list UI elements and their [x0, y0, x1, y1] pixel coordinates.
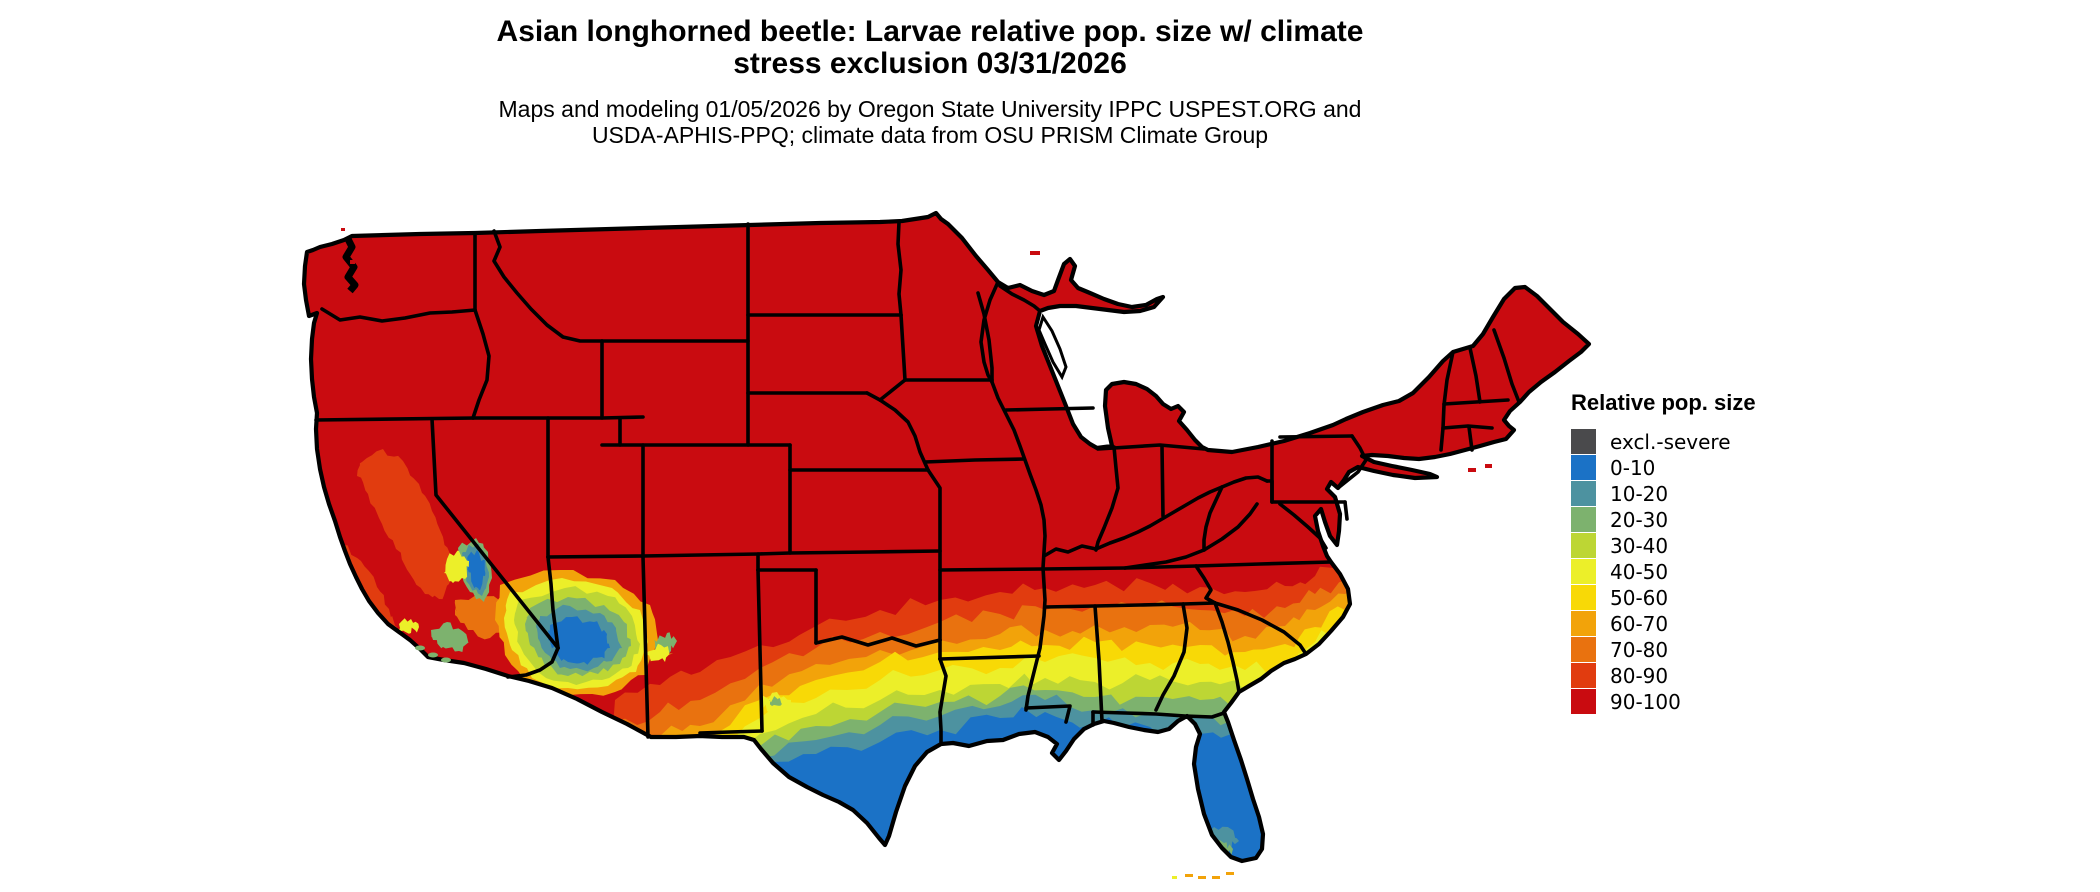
legend-label: 90-100	[1610, 689, 1681, 714]
legend-label: 0-10	[1610, 455, 1656, 480]
legend-swatch	[1571, 481, 1596, 506]
legend-swatch	[1571, 585, 1596, 610]
legend-item: 40-50	[1571, 559, 1756, 584]
legend-label: 70-80	[1610, 637, 1669, 662]
channel-island	[428, 652, 438, 658]
us-outline	[301, 210, 1592, 864]
state-borders	[314, 220, 1521, 744]
legend-item: 90-100	[1571, 689, 1756, 714]
legend-item: excl.-severe	[1571, 429, 1756, 454]
legend-swatch	[1571, 507, 1596, 532]
legend-item: 10-20	[1571, 481, 1756, 506]
header: Asian longhorned beetle: Larvae relative…	[230, 16, 1630, 149]
legend-swatch	[1571, 637, 1596, 662]
legend-item: 60-70	[1571, 611, 1756, 636]
florida-key	[1172, 876, 1177, 879]
florida-key	[1212, 876, 1220, 879]
florida-key	[1198, 876, 1206, 879]
map-title: Asian longhorned beetle: Larvae relative…	[230, 16, 1630, 80]
legend-rows: excl.-severe 0-10 10-20 20-30 30-40 40-50 50-6…	[1571, 429, 1756, 714]
land-fill	[304, 213, 1589, 861]
legend-label: 50-60	[1610, 585, 1669, 610]
legend-swatch	[1571, 429, 1596, 454]
green-bay-inlet	[1037, 313, 1068, 381]
florida-key	[1226, 872, 1234, 875]
channel-island	[415, 645, 425, 651]
isle-royale	[1030, 251, 1040, 255]
san-juan-island	[341, 228, 345, 231]
map-title-line1: Asian longhorned beetle: Larvae relative…	[496, 15, 1364, 48]
legend-item: 30-40	[1571, 533, 1756, 558]
legend-item: 80-90	[1571, 663, 1756, 688]
marthas-vineyard	[1468, 468, 1476, 472]
map-subtitle-line2: USDA-APHIS-PPQ; climate data from OSU PR…	[591, 122, 1269, 148]
legend-label: 60-70	[1610, 611, 1669, 636]
legend-swatch	[1571, 611, 1596, 636]
legend-item: 0-10	[1571, 455, 1756, 480]
puget-sound	[342, 235, 359, 294]
legend-label: 30-40	[1610, 533, 1669, 558]
map-title-line2: stress exclusion 03/31/2026	[733, 47, 1127, 80]
legend-item: 70-80	[1571, 637, 1756, 662]
puget-island	[350, 260, 355, 264]
legend-label: 40-50	[1610, 559, 1669, 584]
legend-swatch	[1571, 689, 1596, 714]
legend-swatch	[1571, 455, 1596, 480]
legend-item: 50-60	[1571, 585, 1756, 610]
legend-label: excl.-severe	[1610, 429, 1731, 454]
legend: Relative pop. size excl.-severe 0-10 10-20…	[1571, 390, 1756, 715]
legend-item: 20-30	[1571, 507, 1756, 532]
florida-key	[1185, 874, 1193, 877]
legend-label: 20-30	[1610, 507, 1669, 532]
channel-island	[441, 657, 451, 663]
legend-swatch	[1571, 559, 1596, 584]
map-subtitle-line1: Maps and modeling 01/05/2026 by Oregon S…	[498, 96, 1362, 122]
legend-title: Relative pop. size	[1571, 390, 1756, 415]
legend-label: 80-90	[1610, 663, 1669, 688]
map-subtitle: Maps and modeling 01/05/2026 by Oregon S…	[230, 96, 1630, 148]
legend-swatch	[1571, 663, 1596, 688]
legend-swatch	[1571, 533, 1596, 558]
legend-label: 10-20	[1610, 481, 1669, 506]
nantucket	[1485, 464, 1492, 468]
